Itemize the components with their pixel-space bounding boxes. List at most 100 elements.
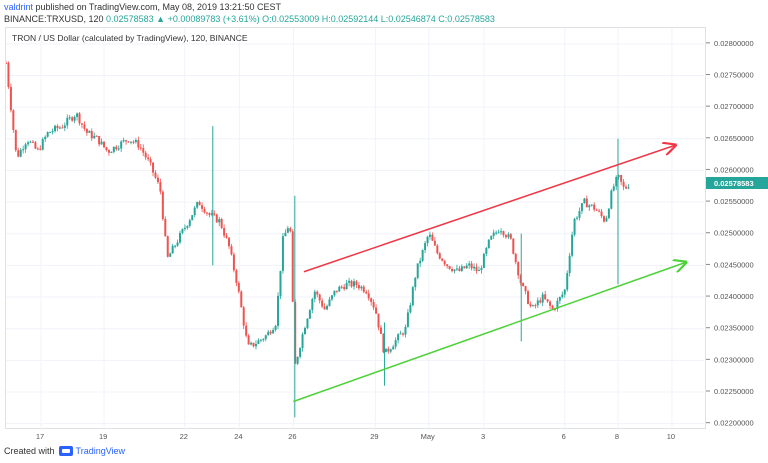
ohlc-values: O:0.02553009 H:0.02592144 L:0.02546874 C… — [262, 14, 495, 24]
candle-35 — [90, 128, 93, 141]
candle-68 — [171, 243, 174, 254]
candle-25 — [66, 114, 69, 129]
candle-44 — [112, 146, 115, 154]
time-tick-label-3: 24 — [234, 432, 242, 441]
time-axis-scale[interactable]: 17 19 22 24 26 29 May 3 6 8 10 — [5, 429, 706, 443]
tradingview-logo[interactable]: TradingView — [58, 446, 125, 456]
candle-100 — [250, 341, 253, 346]
candle-148 — [367, 289, 370, 301]
candle-200 — [495, 230, 498, 236]
time-tick-label-10: 10 — [667, 432, 675, 441]
tradingview-logo-icon — [58, 446, 73, 456]
candle-18 — [49, 131, 52, 133]
candle-59 — [149, 156, 152, 166]
candle-194 — [480, 265, 483, 274]
candle-41 — [105, 146, 108, 152]
candle-4 — [14, 129, 17, 153]
candle-203 — [502, 230, 505, 238]
candle-32 — [83, 121, 86, 132]
chart-frame[interactable] — [5, 27, 707, 430]
candle-144 — [357, 282, 360, 291]
candle-53 — [134, 138, 137, 144]
candle-156 — [387, 346, 390, 354]
candle-166 — [411, 285, 414, 307]
candle-34 — [88, 130, 91, 133]
candle-145 — [360, 285, 363, 291]
candle-141 — [350, 279, 353, 288]
candle-149 — [370, 297, 373, 306]
price-tick-label-10: 0.02300000 — [714, 355, 754, 364]
candle-165 — [409, 302, 412, 314]
candle-226 — [558, 296, 561, 304]
price-tick-label-6: 0.02500000 — [714, 229, 754, 238]
candle-228 — [563, 288, 566, 298]
candle-180 — [446, 263, 449, 269]
candle-23 — [61, 124, 64, 129]
candle-254 — [627, 184, 630, 190]
candle-113 — [281, 232, 284, 274]
candle-210 — [519, 273, 522, 286]
candle-36 — [93, 132, 96, 140]
candle-158 — [392, 344, 395, 350]
candle-31 — [80, 123, 83, 129]
candle-63 — [159, 178, 162, 195]
candle-29 — [76, 112, 79, 121]
candle-219 — [541, 291, 544, 307]
candle-11 — [31, 139, 34, 144]
candle-87 — [218, 216, 221, 227]
candle-5 — [17, 147, 20, 158]
candle-72 — [181, 228, 184, 235]
last-price-tag-label: 0.02578583 — [714, 179, 754, 188]
candle-215 — [531, 304, 534, 307]
candle-69 — [174, 244, 177, 249]
price-axis[interactable]: 0.02800000 0.02750000 0.02700000 0.02650000… — [706, 27, 768, 429]
candle-106 — [264, 334, 267, 342]
price-axis-scale[interactable]: 0.02800000 0.02750000 0.02700000 0.02650000… — [706, 27, 768, 429]
candle-139 — [345, 279, 348, 290]
candle-184 — [455, 264, 458, 271]
price-tick-label-4: 0.02600000 — [714, 165, 754, 174]
author-link[interactable]: valdrint — [4, 2, 34, 12]
candle-187 — [463, 266, 466, 269]
candle-173 — [428, 231, 431, 240]
candle-37 — [95, 135, 98, 137]
candle-130 — [323, 303, 326, 310]
time-tick-label-1: 19 — [99, 432, 107, 441]
candle-19 — [51, 128, 54, 135]
candle-207 — [512, 238, 515, 255]
candle-197 — [487, 239, 490, 249]
time-axis[interactable]: 17 19 22 24 26 29 May 3 6 8 10 — [5, 429, 706, 443]
candle-134 — [333, 290, 336, 297]
candle-86 — [215, 213, 218, 223]
candle-117 — [291, 229, 294, 303]
trendline-resistance — [303, 145, 676, 273]
candle-97 — [242, 305, 245, 330]
candle-249 — [615, 175, 618, 191]
candle-75 — [188, 218, 191, 228]
candle-121 — [301, 332, 304, 352]
candle-98 — [245, 322, 248, 338]
candle-115 — [286, 225, 289, 234]
candle-38 — [98, 135, 101, 147]
price-chart[interactable] — [6, 28, 707, 430]
candle-10 — [29, 140, 32, 144]
candle-142 — [353, 278, 356, 290]
candle-54 — [137, 136, 140, 151]
candle-161 — [399, 330, 402, 335]
candle-147 — [365, 289, 368, 295]
candle-49 — [125, 139, 128, 145]
candle-64 — [161, 190, 164, 221]
time-tick-label-9: 8 — [615, 432, 619, 441]
candle-146 — [362, 284, 365, 294]
candle-229 — [566, 270, 569, 292]
candle-93 — [232, 252, 235, 273]
candle-39 — [100, 138, 103, 145]
chart-legend: TRON / US Dollar (calculated by TradingV… — [12, 33, 248, 43]
candle-245 — [605, 215, 608, 222]
candle-110 — [274, 324, 277, 332]
candle-43 — [110, 151, 113, 153]
candle-217 — [536, 297, 539, 308]
candle-253 — [625, 184, 628, 190]
candle-16 — [44, 135, 47, 142]
candle-174 — [431, 232, 434, 241]
